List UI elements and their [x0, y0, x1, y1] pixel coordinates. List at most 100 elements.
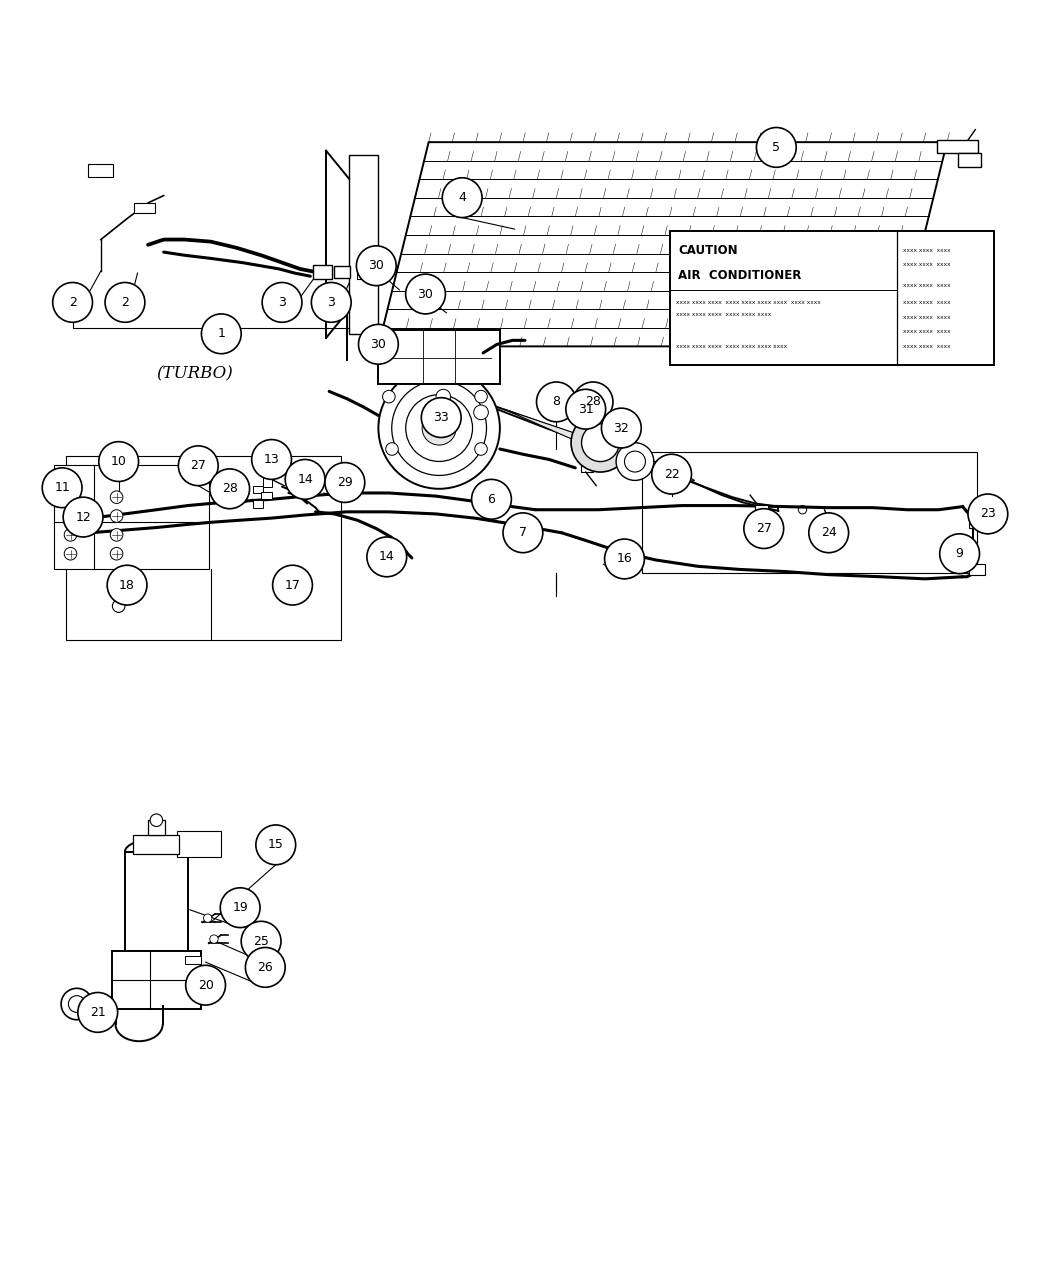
Circle shape	[273, 565, 313, 606]
Circle shape	[605, 539, 645, 579]
Text: 26: 26	[257, 961, 273, 974]
Circle shape	[242, 922, 281, 961]
Circle shape	[61, 988, 92, 1020]
Text: AIR  CONDITIONER: AIR CONDITIONER	[678, 269, 801, 282]
Circle shape	[652, 454, 692, 493]
Circle shape	[940, 534, 980, 574]
Circle shape	[150, 813, 163, 826]
Circle shape	[202, 314, 242, 353]
Text: 15: 15	[268, 839, 284, 852]
Bar	[349, 154, 378, 334]
Text: 3: 3	[278, 296, 286, 309]
Text: xxxx xxxx xxxx  xxxx xxxx xxxx xxxx: xxxx xxxx xxxx xxxx xxxx xxxx xxxx	[676, 344, 786, 349]
Circle shape	[64, 547, 77, 560]
Text: 27: 27	[756, 521, 772, 536]
Text: 10: 10	[110, 455, 127, 468]
Circle shape	[743, 509, 783, 548]
Circle shape	[220, 887, 260, 928]
Circle shape	[808, 513, 848, 552]
Bar	[334, 265, 350, 278]
Bar	[253, 486, 264, 493]
Text: 28: 28	[222, 482, 237, 495]
Text: 11: 11	[55, 481, 70, 495]
Circle shape	[262, 283, 302, 323]
Bar	[378, 330, 500, 384]
Circle shape	[422, 411, 456, 445]
Bar	[185, 956, 202, 964]
Bar	[357, 269, 371, 279]
Bar	[755, 505, 768, 514]
Circle shape	[968, 493, 1008, 534]
Bar	[54, 464, 209, 570]
Bar	[969, 518, 985, 528]
Bar	[670, 231, 994, 365]
Circle shape	[110, 547, 123, 560]
Circle shape	[178, 446, 218, 486]
Circle shape	[286, 459, 326, 500]
Circle shape	[64, 510, 77, 523]
Circle shape	[442, 177, 482, 218]
Circle shape	[573, 382, 613, 422]
Text: xxxx xxxx xxxx  xxxx xxxx xxxx: xxxx xxxx xxxx xxxx xxxx xxxx	[676, 312, 771, 317]
Circle shape	[326, 463, 364, 502]
Text: 9: 9	[956, 547, 964, 560]
Circle shape	[436, 389, 450, 404]
Bar	[125, 852, 188, 951]
Text: 2: 2	[121, 296, 129, 309]
Text: 19: 19	[232, 901, 248, 914]
Circle shape	[52, 283, 92, 323]
Circle shape	[474, 405, 488, 419]
Bar	[937, 140, 979, 153]
Circle shape	[107, 565, 147, 606]
Text: 24: 24	[821, 527, 837, 539]
Text: 30: 30	[418, 287, 434, 301]
Circle shape	[356, 246, 396, 286]
Circle shape	[385, 442, 398, 455]
Text: 12: 12	[76, 510, 91, 524]
Bar	[66, 456, 340, 640]
Text: xxxx xxxx xxxx  xxxx xxxx xxxx xxxx  xxxx xxxx: xxxx xxxx xxxx xxxx xxxx xxxx xxxx xxxx …	[676, 300, 820, 305]
Bar	[581, 462, 593, 472]
Circle shape	[378, 367, 500, 488]
Text: 28: 28	[585, 395, 601, 408]
Bar	[133, 835, 180, 854]
Circle shape	[112, 599, 125, 612]
Circle shape	[366, 537, 406, 576]
Circle shape	[204, 914, 212, 922]
Circle shape	[186, 965, 226, 1005]
Text: 31: 31	[578, 403, 593, 416]
Text: 16: 16	[616, 552, 632, 565]
Text: (TURBO): (TURBO)	[156, 365, 233, 382]
Circle shape	[571, 413, 630, 472]
Bar	[643, 453, 978, 572]
Text: xxxx xxxx  xxxx: xxxx xxxx xxxx	[903, 263, 950, 268]
Circle shape	[405, 274, 445, 314]
Text: 23: 23	[980, 507, 995, 520]
Text: 33: 33	[434, 411, 449, 425]
Bar	[134, 203, 155, 213]
Circle shape	[110, 491, 123, 504]
Text: 30: 30	[371, 338, 386, 351]
Circle shape	[99, 441, 139, 482]
Bar	[253, 500, 264, 507]
Bar	[314, 265, 332, 279]
Text: 5: 5	[773, 142, 780, 154]
Text: 29: 29	[337, 476, 353, 490]
Bar	[112, 951, 202, 1009]
Text: 32: 32	[613, 422, 629, 435]
Circle shape	[616, 442, 654, 481]
Circle shape	[42, 468, 82, 507]
Circle shape	[210, 469, 250, 509]
Text: 8: 8	[552, 395, 561, 408]
Text: 27: 27	[190, 459, 206, 472]
Text: 6: 6	[487, 492, 496, 506]
Circle shape	[760, 511, 771, 523]
Circle shape	[625, 451, 646, 472]
Circle shape	[503, 513, 543, 552]
Bar	[177, 831, 222, 857]
Text: 18: 18	[119, 579, 135, 592]
Text: 21: 21	[90, 1006, 106, 1019]
Circle shape	[64, 529, 77, 541]
Text: xxxx xxxx  xxxx: xxxx xxxx xxxx	[903, 300, 950, 305]
Circle shape	[110, 529, 123, 541]
